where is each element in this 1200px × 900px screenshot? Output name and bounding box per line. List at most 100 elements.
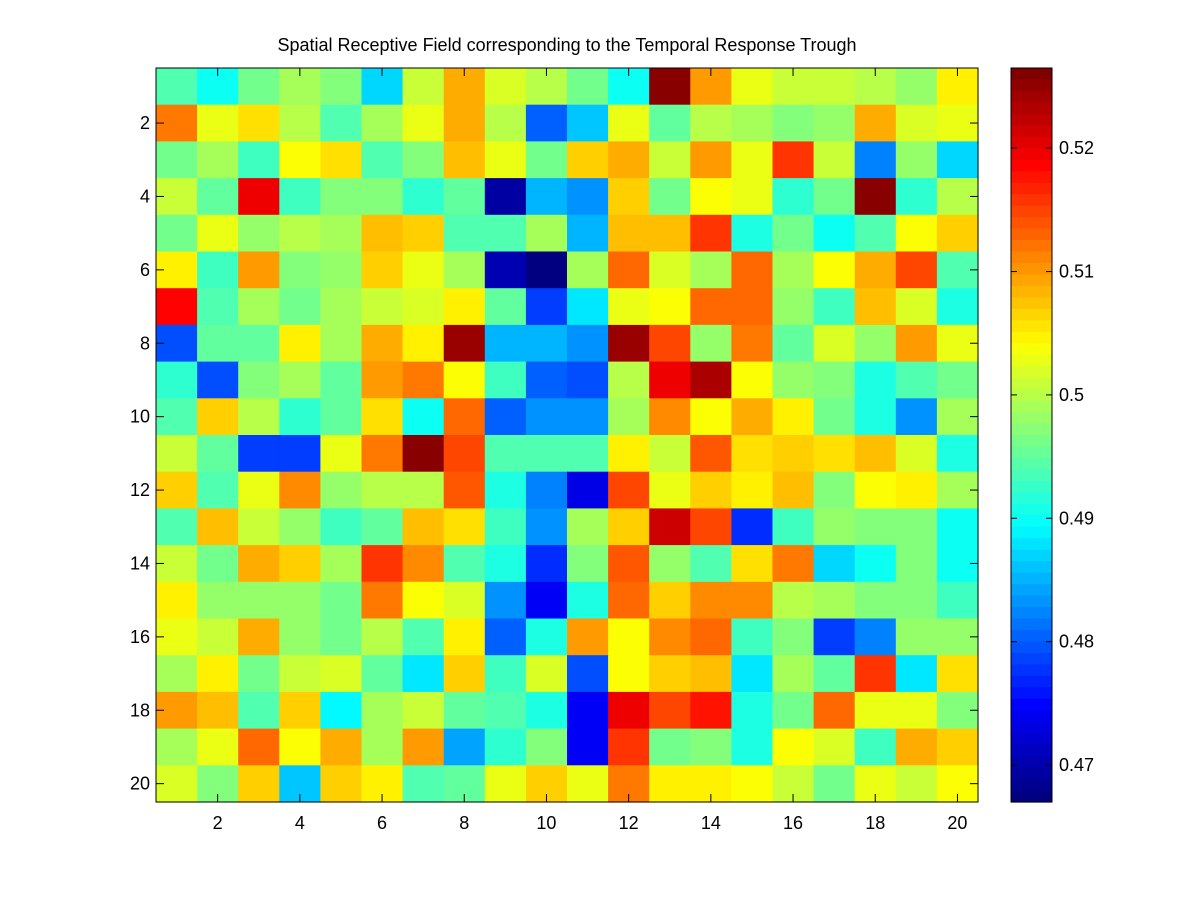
colorbar-band (1011, 171, 1052, 184)
heatmap-cell (895, 618, 938, 656)
heatmap-cell (156, 581, 198, 620)
y-tick-label: 20 (130, 774, 150, 794)
heatmap-cell (484, 288, 527, 326)
x-tick-label: 4 (295, 813, 305, 833)
heatmap-cell (361, 214, 404, 253)
heatmap-cell (690, 288, 732, 326)
heatmap-cell (402, 398, 445, 436)
heatmap-cell (731, 288, 774, 326)
heatmap-cell (279, 141, 321, 179)
colorbar-band (1011, 744, 1052, 757)
heatmap-cell (649, 324, 691, 363)
heatmap-cell (813, 691, 856, 730)
colorbar-band (1011, 595, 1052, 608)
colorbar-band (1011, 457, 1052, 471)
heatmap-cell (443, 251, 486, 289)
heatmap-cell (402, 178, 445, 216)
heatmap-cell (197, 728, 239, 766)
heatmap-cell (443, 691, 486, 730)
heatmap-cell (320, 251, 363, 289)
colorbar-band (1011, 400, 1052, 413)
heatmap-cell (895, 655, 938, 693)
heatmap-cell (731, 581, 774, 620)
heatmap-cell (525, 545, 568, 583)
heatmap-cell (854, 435, 897, 473)
heatmap-cell (772, 288, 815, 326)
heatmap-cell (936, 214, 979, 253)
colorbar-band (1011, 389, 1052, 402)
heatmap-cell (484, 545, 527, 583)
heatmap-cell (854, 728, 897, 766)
heatmap-cell (854, 691, 897, 730)
heatmap-cell (608, 691, 650, 730)
heatmap-cell (813, 508, 856, 546)
heatmap-cell (936, 508, 979, 546)
heatmap-cell (525, 508, 568, 546)
heatmap-cell (649, 618, 691, 656)
heatmap-cell (772, 545, 815, 583)
colorbar-band (1011, 182, 1052, 195)
heatmap-cell (895, 104, 938, 142)
colorbar-band (1011, 790, 1052, 803)
colorbar-band (1011, 641, 1052, 654)
heatmap-cell (443, 141, 486, 179)
heatmap-cell (854, 618, 897, 656)
colorbar-band (1011, 148, 1052, 161)
heatmap-cell (484, 471, 527, 509)
y-tick-label: 2 (140, 113, 150, 133)
heatmap-cell (525, 288, 568, 326)
heatmap-cell (279, 581, 321, 620)
heatmap-cell (484, 324, 527, 363)
colorbar-band (1011, 538, 1052, 551)
heatmap-cell (567, 214, 609, 253)
heatmap-cell (361, 581, 404, 620)
heatmap-cell (731, 618, 774, 656)
heatmap-cell (690, 655, 732, 693)
heatmap-cell (854, 508, 897, 546)
heatmap-cell (731, 765, 774, 803)
heatmap-cell (156, 288, 198, 326)
colorbar-band (1011, 572, 1052, 585)
heatmap-cell (854, 398, 897, 436)
heatmap-cell (361, 104, 404, 142)
heatmap-cell (484, 214, 527, 253)
colorbar-band (1011, 205, 1052, 218)
colorbar-band (1011, 136, 1052, 149)
colorbar-tick-label: 0.52 (1059, 138, 1094, 158)
heatmap-cell (197, 398, 239, 436)
heatmap-cell (320, 68, 363, 106)
heatmap-cell (649, 361, 691, 399)
colorbar-band (1011, 320, 1052, 333)
heatmap-cell (156, 361, 198, 399)
heatmap-cell (525, 214, 568, 253)
heatmap-cell (484, 141, 527, 179)
heatmap-cell (238, 288, 280, 326)
colorbar-band (1011, 492, 1052, 505)
heatmap-cell (525, 398, 568, 436)
heatmap-cell (608, 398, 650, 436)
heatmap-cell (813, 214, 856, 253)
heatmap-cell (608, 178, 650, 216)
heatmap-cell (238, 508, 280, 546)
heatmap-cell (361, 361, 404, 399)
heatmap-cell (854, 214, 897, 253)
colorbar-band (1011, 584, 1052, 597)
heatmap-cell (731, 324, 774, 363)
heatmap-cell (484, 104, 527, 142)
y-tick-label: 18 (130, 700, 150, 720)
colorbar-band (1011, 652, 1052, 665)
heatmap-cell (895, 251, 938, 289)
heatmap-cell (443, 655, 486, 693)
heatmap-cell (279, 508, 321, 546)
heatmap-cell (813, 581, 856, 620)
heatmap-cell (895, 765, 938, 803)
heatmap-cell (608, 104, 650, 142)
heatmap-cell (279, 361, 321, 399)
heatmap-cell (361, 141, 404, 179)
colorbar-band (1011, 262, 1052, 276)
heatmap-cell (813, 545, 856, 583)
heatmap-cell (731, 68, 774, 106)
colorbar-band (1011, 113, 1052, 126)
colorbar-band (1011, 159, 1052, 172)
colorbar-band (1011, 767, 1052, 780)
